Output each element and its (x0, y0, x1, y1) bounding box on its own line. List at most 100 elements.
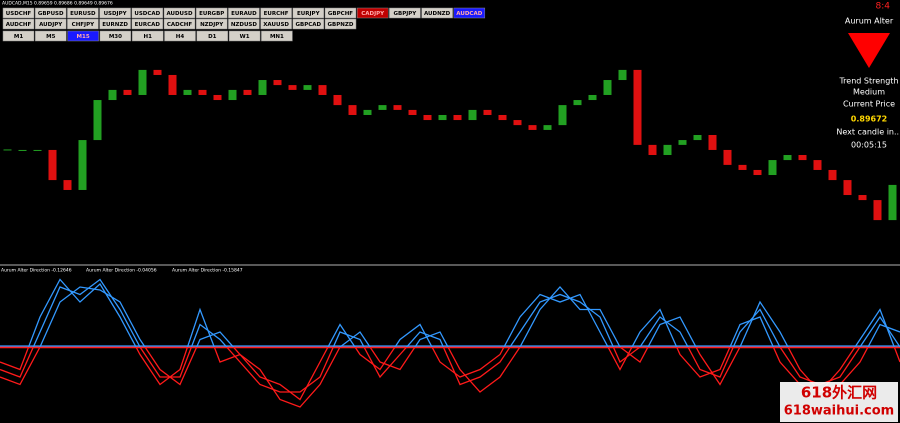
button-label[interactable]: M15 (77, 34, 90, 40)
candle (738, 164, 747, 170)
button[interactable] (67, 30, 99, 42)
candle (438, 114, 447, 121)
candle (573, 100, 582, 106)
indicator-label: Aurum Alter Direction -0.04056 (86, 268, 157, 274)
button-label[interactable]: AUDUSD (166, 11, 193, 17)
candle (783, 155, 792, 161)
candle (18, 149, 27, 151)
button-label[interactable]: NZDJPY (200, 22, 224, 28)
candle (108, 89, 117, 101)
button-label[interactable]: M5 (46, 34, 55, 40)
candle (528, 125, 537, 130)
button[interactable] (292, 18, 325, 30)
candle (513, 120, 522, 126)
candle (453, 114, 462, 121)
button-label[interactable]: M30 (109, 34, 122, 40)
next-candle-label: Next candle in... (836, 128, 900, 137)
button[interactable] (195, 7, 228, 19)
button-label[interactable]: CHFJPY (72, 22, 95, 28)
clock: 8:4 (876, 2, 891, 12)
button[interactable] (453, 7, 486, 19)
button[interactable] (67, 18, 99, 30)
candle (363, 109, 372, 115)
button-label[interactable]: AUDNZD (424, 11, 451, 17)
button[interactable] (292, 7, 325, 19)
button-label[interactable]: USDCAD (134, 11, 160, 17)
button[interactable] (324, 7, 357, 19)
button-label[interactable]: CADJPY (361, 11, 385, 17)
button-label[interactable]: CADCHF (167, 22, 192, 28)
button-label[interactable]: AUDJPY (39, 22, 63, 28)
button-label[interactable]: GBPCHF (328, 11, 353, 17)
button[interactable] (99, 18, 131, 30)
button[interactable] (421, 7, 453, 19)
candle (543, 125, 552, 130)
button-bar: USDCHF GBPUSD EURUSD USDJPY USDCAD AUDUSD EURG… (2, 7, 486, 42)
button-label[interactable]: EURCAD (135, 22, 161, 28)
button[interactable] (35, 30, 67, 42)
button[interactable] (67, 7, 99, 19)
button[interactable] (228, 7, 260, 19)
button-label[interactable]: GBPJPY (393, 11, 417, 17)
button-label[interactable]: EURNZD (102, 22, 128, 28)
button-label[interactable]: W1 (240, 34, 250, 40)
candle (93, 100, 102, 141)
candle (303, 85, 312, 90)
button-label[interactable]: GBPCAD (295, 22, 321, 28)
button-label[interactable]: D1 (208, 34, 217, 40)
button[interactable] (2, 18, 35, 30)
button[interactable] (131, 7, 164, 19)
button[interactable] (99, 30, 132, 42)
indicator-label: Aurum Alter Direction -0.12646 (1, 268, 72, 274)
countdown: 00:05:15 (851, 141, 887, 150)
symbol-info: AUDCAD,M15 0.89659 0.89686 0.89649 0.896… (2, 1, 113, 7)
candle (498, 114, 507, 121)
button[interactable] (2, 7, 35, 19)
candle (243, 89, 252, 95)
button[interactable] (196, 30, 229, 42)
button[interactable] (356, 7, 389, 19)
button-label[interactable]: GBPUSD (38, 11, 64, 17)
button-label[interactable]: NZDUSD (231, 22, 258, 28)
button[interactable] (228, 18, 260, 30)
button-label[interactable]: H4 (176, 34, 185, 40)
button-label[interactable]: MN1 (270, 34, 284, 40)
button[interactable] (260, 7, 292, 19)
button[interactable] (261, 30, 293, 42)
indicator-name: Aurum Alter (845, 17, 894, 26)
button[interactable] (99, 7, 131, 19)
button-label[interactable]: XAUUSD (263, 22, 289, 28)
button[interactable] (131, 30, 164, 42)
candle (168, 74, 177, 95)
button[interactable] (164, 30, 196, 42)
button[interactable] (34, 7, 67, 19)
candle (378, 105, 387, 110)
button-label[interactable]: EURCHF (264, 11, 289, 17)
button-label[interactable]: EURJPY (297, 11, 321, 17)
button[interactable] (163, 18, 196, 30)
button-label[interactable]: EURUSD (70, 11, 96, 17)
button-label[interactable]: USDJPY (104, 11, 128, 17)
button[interactable] (228, 30, 261, 42)
button-label[interactable]: H1 (143, 34, 152, 40)
candle (423, 114, 432, 121)
button[interactable] (131, 18, 164, 30)
candle (813, 160, 822, 170)
button[interactable] (195, 18, 228, 30)
button-label[interactable]: AUDCHF (6, 22, 32, 28)
button-label[interactable]: M1 (14, 34, 23, 40)
button-label[interactable]: EURAUD (231, 11, 257, 17)
button[interactable] (163, 7, 196, 19)
button[interactable] (324, 18, 357, 30)
button-label[interactable]: EURGBP (199, 11, 224, 17)
button[interactable] (2, 30, 35, 42)
button[interactable] (34, 18, 67, 30)
button-label[interactable]: USDCHF (6, 11, 32, 17)
button-label[interactable]: GBPNZD (328, 22, 354, 28)
candle (33, 149, 42, 151)
button[interactable] (260, 18, 292, 30)
button[interactable] (389, 7, 421, 19)
candle (153, 69, 162, 75)
button-label[interactable]: AUDCAD (456, 11, 482, 17)
